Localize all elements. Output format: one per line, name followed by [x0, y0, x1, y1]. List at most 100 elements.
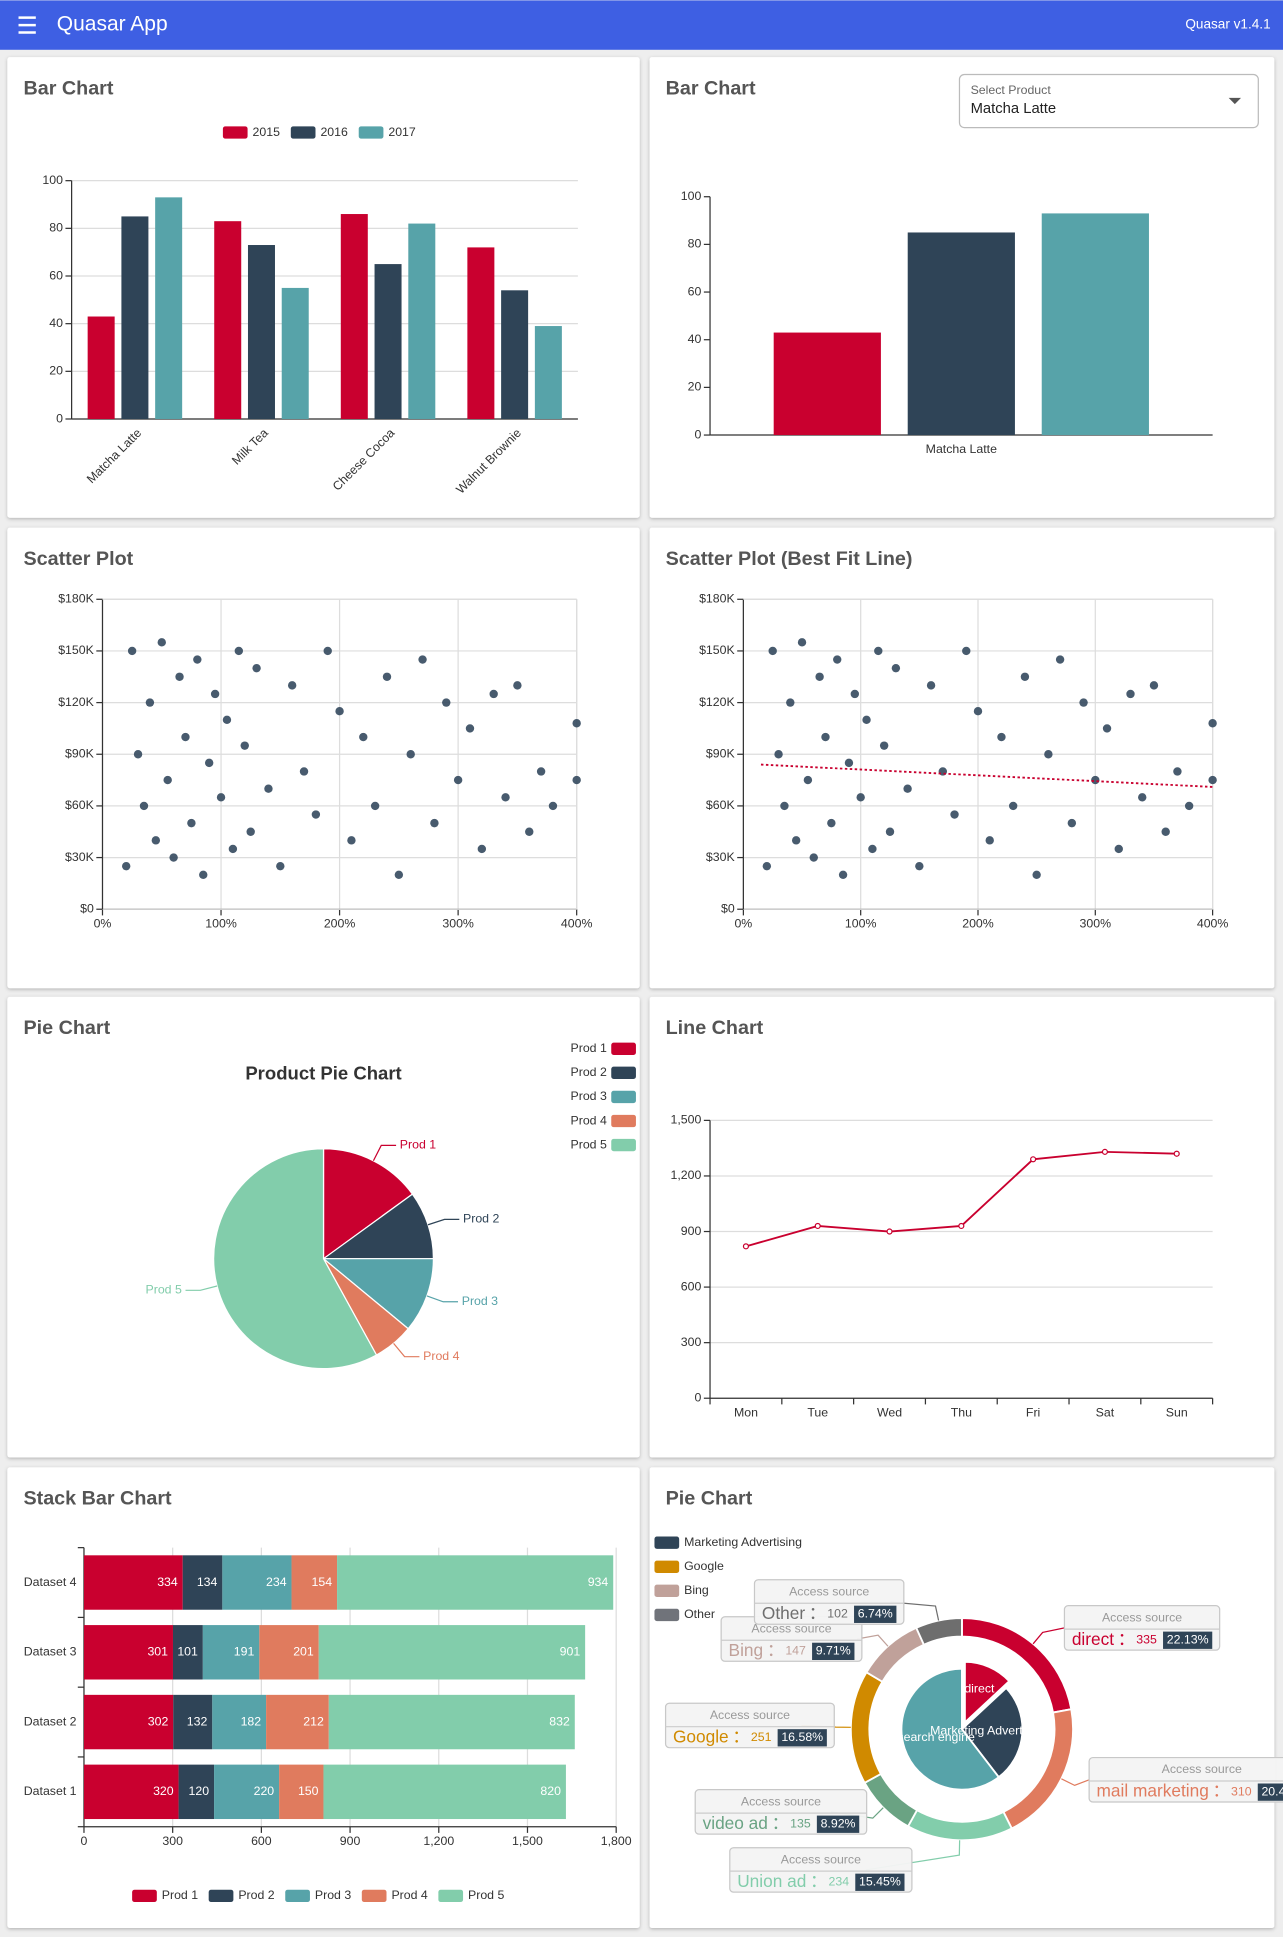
bar-segment [214, 1764, 280, 1820]
point [768, 646, 777, 656]
point [1161, 827, 1170, 836]
legend-swatch [361, 1889, 387, 1903]
point [803, 775, 813, 785]
bar-segment [266, 1694, 329, 1750]
point [228, 844, 238, 854]
legend-label: Prod 5 [468, 1888, 504, 1902]
slice-label: Prod 4 [423, 1349, 459, 1363]
y-tick-label: Dataset 1 [24, 1784, 77, 1798]
point [151, 836, 161, 845]
point [879, 741, 889, 750]
card-title: Line Chart [666, 1017, 764, 1039]
bar [247, 245, 275, 419]
slice-label: search engine [897, 1730, 975, 1744]
y-tick-label: 300 [681, 1335, 702, 1349]
card-title: Scatter Plot [23, 548, 133, 570]
tooltip-separator: ： [732, 1726, 749, 1746]
tooltip-value: 234 [829, 1875, 850, 1889]
y-tick-label: 100 [42, 173, 63, 187]
select-box [958, 73, 1259, 129]
point [572, 719, 581, 728]
y-tick-label: 1,200 [671, 1168, 702, 1182]
x-tick-label: 600 [251, 1834, 272, 1848]
chart-subtitle: Product Pie Chart [245, 1063, 401, 1084]
value-label: 191 [234, 1645, 255, 1659]
x-tick-label: 100% [205, 916, 237, 930]
y-tick-label: $0 [80, 901, 94, 915]
point [950, 810, 959, 819]
bar [121, 216, 149, 419]
point [222, 715, 232, 725]
point [370, 801, 380, 811]
point [1184, 801, 1194, 811]
legend-swatch [654, 1584, 680, 1598]
y-tick-label: 40 [688, 332, 702, 346]
menu-button[interactable] [18, 16, 36, 34]
legend-label: Prod 2 [570, 1065, 606, 1079]
select-arrow [1228, 97, 1242, 105]
select-label: Select Product [971, 83, 1052, 97]
bar [534, 326, 562, 419]
point [430, 818, 439, 828]
leader-line [1061, 1778, 1090, 1787]
value-label: 234 [266, 1575, 287, 1589]
bar [501, 290, 529, 419]
point [335, 707, 344, 716]
tooltip-separator: ： [767, 1640, 784, 1660]
point [210, 689, 220, 699]
point [157, 638, 166, 647]
point [874, 646, 883, 656]
y-tick-label: $30K [706, 850, 736, 864]
x-tick-label: Wed [877, 1405, 902, 1419]
legend-swatch [290, 126, 316, 139]
point [791, 836, 801, 845]
point [145, 698, 155, 707]
leader-line [393, 1342, 420, 1358]
percent-tag [777, 1729, 827, 1747]
card: Scatter Plot (Best Fit Line) 0% 100% 200% 30… [649, 527, 1275, 989]
bar-segment [182, 1555, 223, 1610]
x-tick-label: 200% [962, 916, 994, 930]
value-label: 132 [187, 1714, 208, 1728]
y-tick-label: 900 [681, 1224, 702, 1238]
slice-label: Prod 3 [462, 1294, 498, 1308]
x-tick-label: Thu [951, 1405, 972, 1419]
slice-label: Marketing Advertising [930, 1724, 1048, 1738]
y-tick-label: $60K [706, 798, 736, 812]
bar [408, 223, 436, 419]
point [181, 732, 190, 742]
tooltip-separator: ： [810, 1871, 827, 1891]
value-label: 832 [549, 1714, 570, 1728]
bar-segment [337, 1555, 614, 1610]
bar [281, 287, 309, 419]
x-tick-label: Mon [734, 1405, 758, 1419]
point [962, 646, 971, 656]
legend-label: 2015 [253, 125, 281, 139]
tooltip-name: Other [762, 1603, 805, 1623]
y-tick-label: 600 [681, 1279, 702, 1293]
tooltip-frame [1088, 1756, 1283, 1803]
point [406, 750, 415, 759]
point [1101, 1148, 1109, 1155]
point [323, 646, 332, 656]
bar-segment [323, 1764, 566, 1820]
legend-swatch [438, 1889, 464, 1903]
tooltip-separator: ： [1118, 1629, 1135, 1649]
x-tick-label: 400% [561, 916, 593, 930]
point [187, 818, 196, 828]
point [572, 775, 581, 785]
x-tick-label: 1,800 [601, 1834, 632, 1848]
point [838, 870, 848, 879]
tooltip-percent: 8.92% [821, 1817, 856, 1831]
legend-swatch [654, 1560, 680, 1573]
product-select[interactable]: Select Product Matcha Latte [958, 73, 1259, 129]
x-tick-label: 1,500 [512, 1834, 543, 1848]
point [997, 732, 1006, 742]
leader-line [372, 1144, 397, 1162]
point [774, 750, 783, 759]
tooltip-percent: 6.74% [858, 1607, 893, 1621]
leader-line [426, 1295, 459, 1303]
value-label: 220 [254, 1784, 275, 1798]
